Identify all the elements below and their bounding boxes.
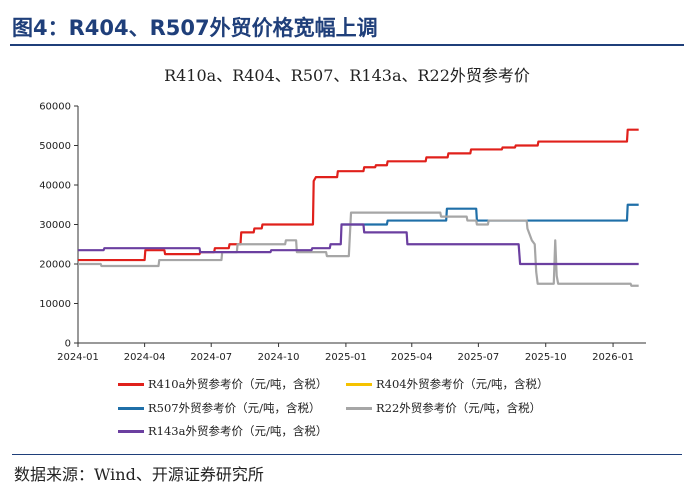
series-line-r507 xyxy=(340,203,639,226)
legend-swatch-r507 xyxy=(118,406,144,410)
legend-label-r507: R507外贸参考价（元/吨，含税） xyxy=(148,401,321,415)
x-tick-label: 2025-04 xyxy=(391,352,433,363)
legend-item-r507: R507外贸参考价（元/吨，含税） xyxy=(118,400,320,416)
legend-item-r22: R22外贸参考价（元/吨，含税） xyxy=(346,400,541,416)
y-tick-label: 10000 xyxy=(39,299,71,310)
series-line-r143a xyxy=(78,223,639,266)
x-tick-label: 2024-01 xyxy=(57,352,99,363)
x-tick-label: 2026-01 xyxy=(592,352,634,363)
figure-title: 图4：R404、R507外贸价格宽幅上调 xyxy=(12,16,378,40)
chart-axes: 0 10000 20000 30000 40000 50000 60000 2024-01 20… xyxy=(39,102,646,363)
y-tick-label: 50000 xyxy=(39,141,71,152)
legend-label-r410a: R410a外贸参考价（元/吨，含税） xyxy=(148,377,328,391)
figure-title-bar: 图4：R404、R507外贸价格宽幅上调 xyxy=(10,6,684,46)
x-tick-label: 2024-07 xyxy=(190,352,232,363)
y-tick-label: 60000 xyxy=(39,102,71,113)
chart-legend: R410a外贸参考价（元/吨，含税） R404外贸参考价（元/吨，含税） R50… xyxy=(118,374,678,444)
x-tick-label: 2025-10 xyxy=(525,352,567,363)
y-tick-label: 20000 xyxy=(39,260,71,271)
chart-title: R410a、R404、R507、R143a、R22外贸参考价 xyxy=(164,66,530,85)
y-tick-label: 30000 xyxy=(39,220,71,231)
legend-label-r143a: R143a外贸参考价（元/吨，含税） xyxy=(148,424,328,438)
y-tick-label: 0 xyxy=(65,339,71,350)
y-tick-label: 40000 xyxy=(39,181,71,192)
source-note: 数据来源：Wind、开源证券研究所 xyxy=(14,465,264,484)
x-tick-label: 2025-01 xyxy=(325,352,367,363)
legend-item-r410a: R410a外贸参考价（元/吨，含税） xyxy=(118,376,327,392)
chart-series-lines xyxy=(78,128,639,287)
legend-label-r404: R404外贸参考价（元/吨，含税） xyxy=(376,377,549,391)
legend-item-r143a: R143a外贸参考价（元/吨，含税） xyxy=(118,423,327,439)
legend-item-r404: R404外贸参考价（元/吨，含税） xyxy=(346,376,548,392)
x-tick-label: 2025-07 xyxy=(457,352,499,363)
legend-swatch-r22 xyxy=(346,406,372,410)
legend-swatch-r143a xyxy=(118,429,144,433)
x-tick-label: 2024-10 xyxy=(258,352,300,363)
legend-swatch-r410a xyxy=(118,382,144,386)
x-tick-label: 2024-04 xyxy=(124,352,166,363)
legend-swatch-r404 xyxy=(346,382,372,386)
source-note-bar: 数据来源：Wind、开源证券研究所 xyxy=(12,454,682,495)
legend-label-r22: R22外贸参考价（元/吨，含税） xyxy=(376,401,542,415)
